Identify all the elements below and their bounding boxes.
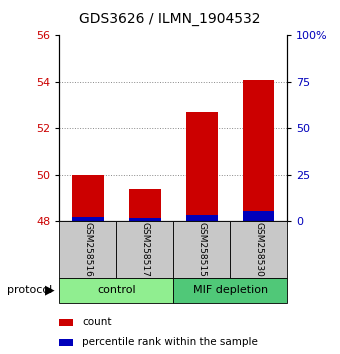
- Bar: [173, 278, 287, 303]
- Text: ▶: ▶: [45, 284, 54, 297]
- Text: MIF depletion: MIF depletion: [193, 285, 268, 295]
- Text: GSM258516: GSM258516: [84, 222, 92, 277]
- Bar: [129, 218, 160, 221]
- Bar: [59, 221, 116, 278]
- Bar: [59, 339, 73, 346]
- Bar: [186, 215, 218, 221]
- Text: percentile rank within the sample: percentile rank within the sample: [82, 337, 258, 347]
- Text: control: control: [97, 285, 136, 295]
- Bar: [231, 221, 287, 278]
- Bar: [116, 221, 173, 278]
- Bar: [173, 221, 231, 278]
- Text: GSM258515: GSM258515: [198, 222, 206, 277]
- Text: GSM258517: GSM258517: [140, 222, 149, 277]
- Bar: [59, 319, 73, 326]
- Bar: [72, 175, 104, 221]
- Text: count: count: [82, 317, 112, 327]
- Bar: [129, 189, 160, 221]
- Bar: [243, 80, 274, 221]
- Bar: [59, 278, 173, 303]
- Text: protocol: protocol: [7, 285, 52, 295]
- Text: GDS3626 / ILMN_1904532: GDS3626 / ILMN_1904532: [79, 12, 261, 27]
- Bar: [186, 112, 218, 221]
- Bar: [243, 211, 274, 221]
- Text: GSM258530: GSM258530: [254, 222, 263, 277]
- Bar: [72, 217, 104, 221]
